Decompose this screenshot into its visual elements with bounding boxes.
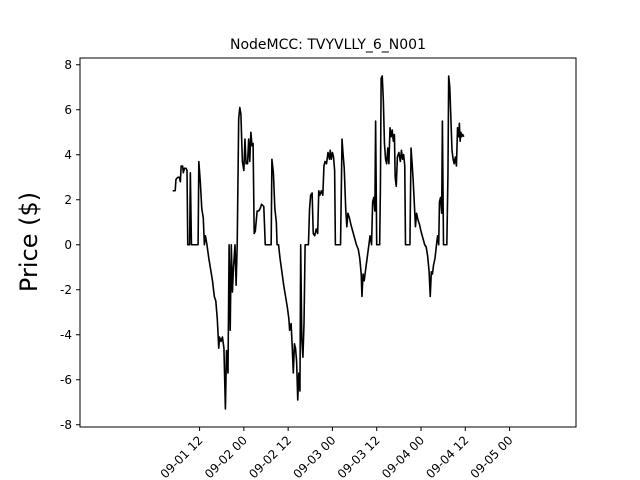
y-tick-label: 4 [64,148,72,162]
x-tick-label: 09-04 12 [423,433,471,480]
y-axis-ticks: -8 -6 -4 -2 0 2 4 6 8 [60,58,80,432]
x-tick-label: 09-05 00 [468,433,516,480]
y-tick-label: 0 [64,238,72,252]
y-tick-label: -2 [60,283,72,297]
series-line-price [172,75,465,410]
y-tick-label: 8 [64,58,72,72]
y-tick-label: 6 [64,103,72,117]
plot-background [80,58,576,427]
x-tick-label: 09-02 00 [202,433,250,480]
x-tick-label: 09-01 12 [158,433,206,480]
x-tick-label: 09-02 12 [246,433,294,480]
y-axis-label: Price ($) [15,192,43,292]
y-tick-label: -6 [60,373,72,387]
x-tick-label: 09-03 12 [335,433,383,480]
plot-frame [79,57,577,428]
x-tick-label: 09-04 00 [379,433,427,480]
chart-title: NodeMCC: TVYVLLY_6_N001 [230,37,426,53]
y-tick-label: 2 [64,193,72,207]
y-tick-label: -8 [60,418,72,432]
x-tick-label: 09-03 00 [290,433,338,480]
y-tick-label: -4 [60,328,72,342]
